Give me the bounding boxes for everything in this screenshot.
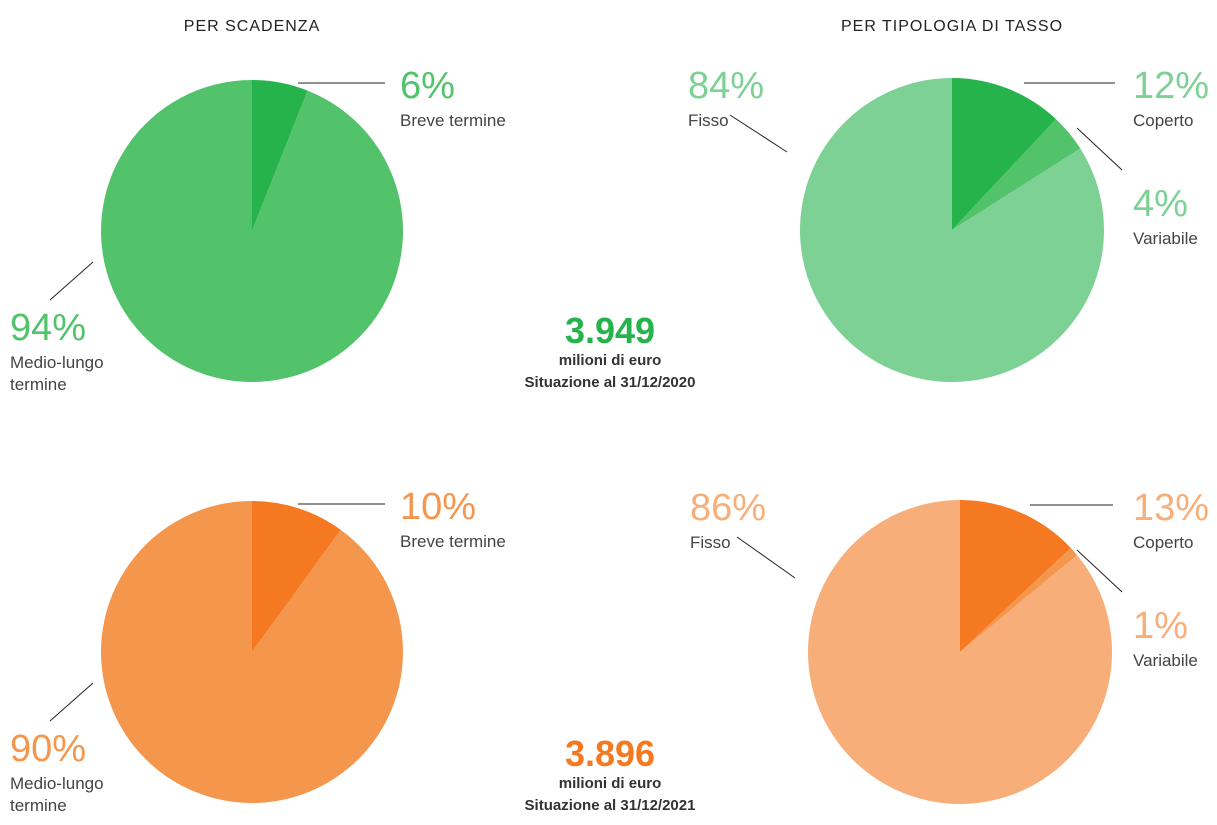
- category-label: Breve termine: [400, 111, 506, 130]
- value-label: 6%: [400, 65, 455, 107]
- category-label: Fisso: [690, 533, 731, 552]
- category-label: Fisso: [688, 111, 729, 130]
- pie-slice: [101, 80, 404, 382]
- pie-slice: [960, 500, 1071, 652]
- leader-line: [1076, 549, 1123, 593]
- summary: 3.949 milioni di euro Situazione al 31/1…: [460, 312, 760, 394]
- leader-line: [1076, 127, 1123, 171]
- leader-line: [49, 261, 94, 301]
- pie-slice: [952, 78, 1057, 230]
- total: 3.896: [564, 733, 656, 774]
- leader-line: [49, 682, 94, 722]
- category-label: Coperto: [1133, 111, 1194, 130]
- leader-line: [736, 536, 796, 579]
- pie-slice: [960, 547, 1078, 652]
- category-label: Variabile: [1133, 651, 1198, 670]
- total: 3.949: [564, 310, 656, 351]
- value-label: 90%: [10, 728, 87, 770]
- value-label: 86%: [690, 487, 767, 529]
- pie-slice: [800, 78, 1104, 383]
- category-label: Breve termine: [400, 532, 506, 551]
- section-header: PER TIPOLOGIA DI TASSO: [840, 18, 1064, 35]
- value-label: 94%: [10, 307, 87, 349]
- unit: milioni di euro: [558, 775, 662, 792]
- value-label: 84%: [688, 65, 765, 107]
- section-header: PER SCADENZA: [183, 18, 321, 35]
- pie-slice: [808, 500, 1112, 804]
- category-label: Variabile: [1133, 229, 1198, 248]
- value-label: 4%: [1133, 183, 1188, 225]
- leader-line: [729, 114, 788, 153]
- value-label: 10%: [400, 486, 477, 528]
- category-label: Medio-lungo termine: [10, 353, 104, 394]
- value-label: 13%: [1133, 487, 1210, 529]
- date: Situazione al 31/12/2020: [524, 374, 696, 391]
- pie-slice: [252, 501, 341, 652]
- summary: 3.896 milioni di euro Situazione al 31/1…: [460, 735, 760, 817]
- pie-slice: [101, 501, 403, 804]
- category-label: Coperto: [1133, 533, 1194, 552]
- value-label: 1%: [1133, 605, 1188, 647]
- unit: milioni di euro: [558, 352, 662, 369]
- category-label: Medio-lungo termine: [10, 774, 104, 815]
- pie-slice: [252, 80, 308, 231]
- value-label: 12%: [1133, 65, 1210, 107]
- pie-slice: [952, 119, 1081, 230]
- date: Situazione al 31/12/2021: [524, 797, 696, 814]
